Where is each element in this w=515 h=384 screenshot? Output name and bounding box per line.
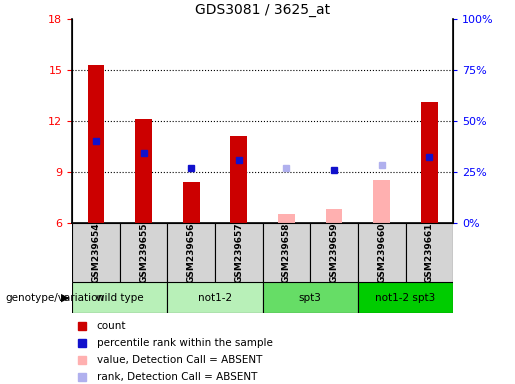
Bar [231, 136, 247, 223]
Text: not1-2: not1-2 [198, 293, 232, 303]
Bar [263, 282, 358, 313]
Text: spt3: spt3 [299, 293, 322, 303]
Text: value, Detection Call = ABSENT: value, Detection Call = ABSENT [97, 355, 262, 365]
Bar [215, 223, 263, 282]
Bar [358, 282, 453, 313]
Text: GSM239659: GSM239659 [330, 222, 338, 283]
Text: rank, Detection Call = ABSENT: rank, Detection Call = ABSENT [97, 372, 258, 382]
Bar [421, 102, 438, 223]
Bar [326, 209, 342, 223]
Text: genotype/variation: genotype/variation [5, 293, 104, 303]
Text: GSM239656: GSM239656 [187, 222, 196, 283]
Text: GSM239654: GSM239654 [92, 222, 100, 283]
Text: GSM239657: GSM239657 [234, 222, 243, 283]
Bar [167, 282, 263, 313]
Bar [405, 223, 453, 282]
Bar [310, 223, 358, 282]
Text: GSM239658: GSM239658 [282, 222, 291, 283]
Text: percentile rank within the sample: percentile rank within the sample [97, 338, 273, 348]
Bar [183, 182, 199, 223]
Bar [373, 180, 390, 223]
Bar [278, 214, 295, 223]
Text: count: count [97, 321, 126, 331]
Text: ▶: ▶ [61, 293, 70, 303]
Bar [88, 65, 104, 223]
Text: not1-2 spt3: not1-2 spt3 [375, 293, 436, 303]
Bar [72, 223, 119, 282]
Bar [358, 223, 405, 282]
Bar [167, 223, 215, 282]
Text: GSM239661: GSM239661 [425, 222, 434, 283]
Text: GSM239655: GSM239655 [139, 222, 148, 283]
Bar [119, 223, 167, 282]
Bar [135, 119, 152, 223]
Title: GDS3081 / 3625_at: GDS3081 / 3625_at [195, 3, 330, 17]
Bar [72, 282, 167, 313]
Bar [263, 223, 310, 282]
Text: wild type: wild type [96, 293, 144, 303]
Text: GSM239660: GSM239660 [377, 222, 386, 283]
